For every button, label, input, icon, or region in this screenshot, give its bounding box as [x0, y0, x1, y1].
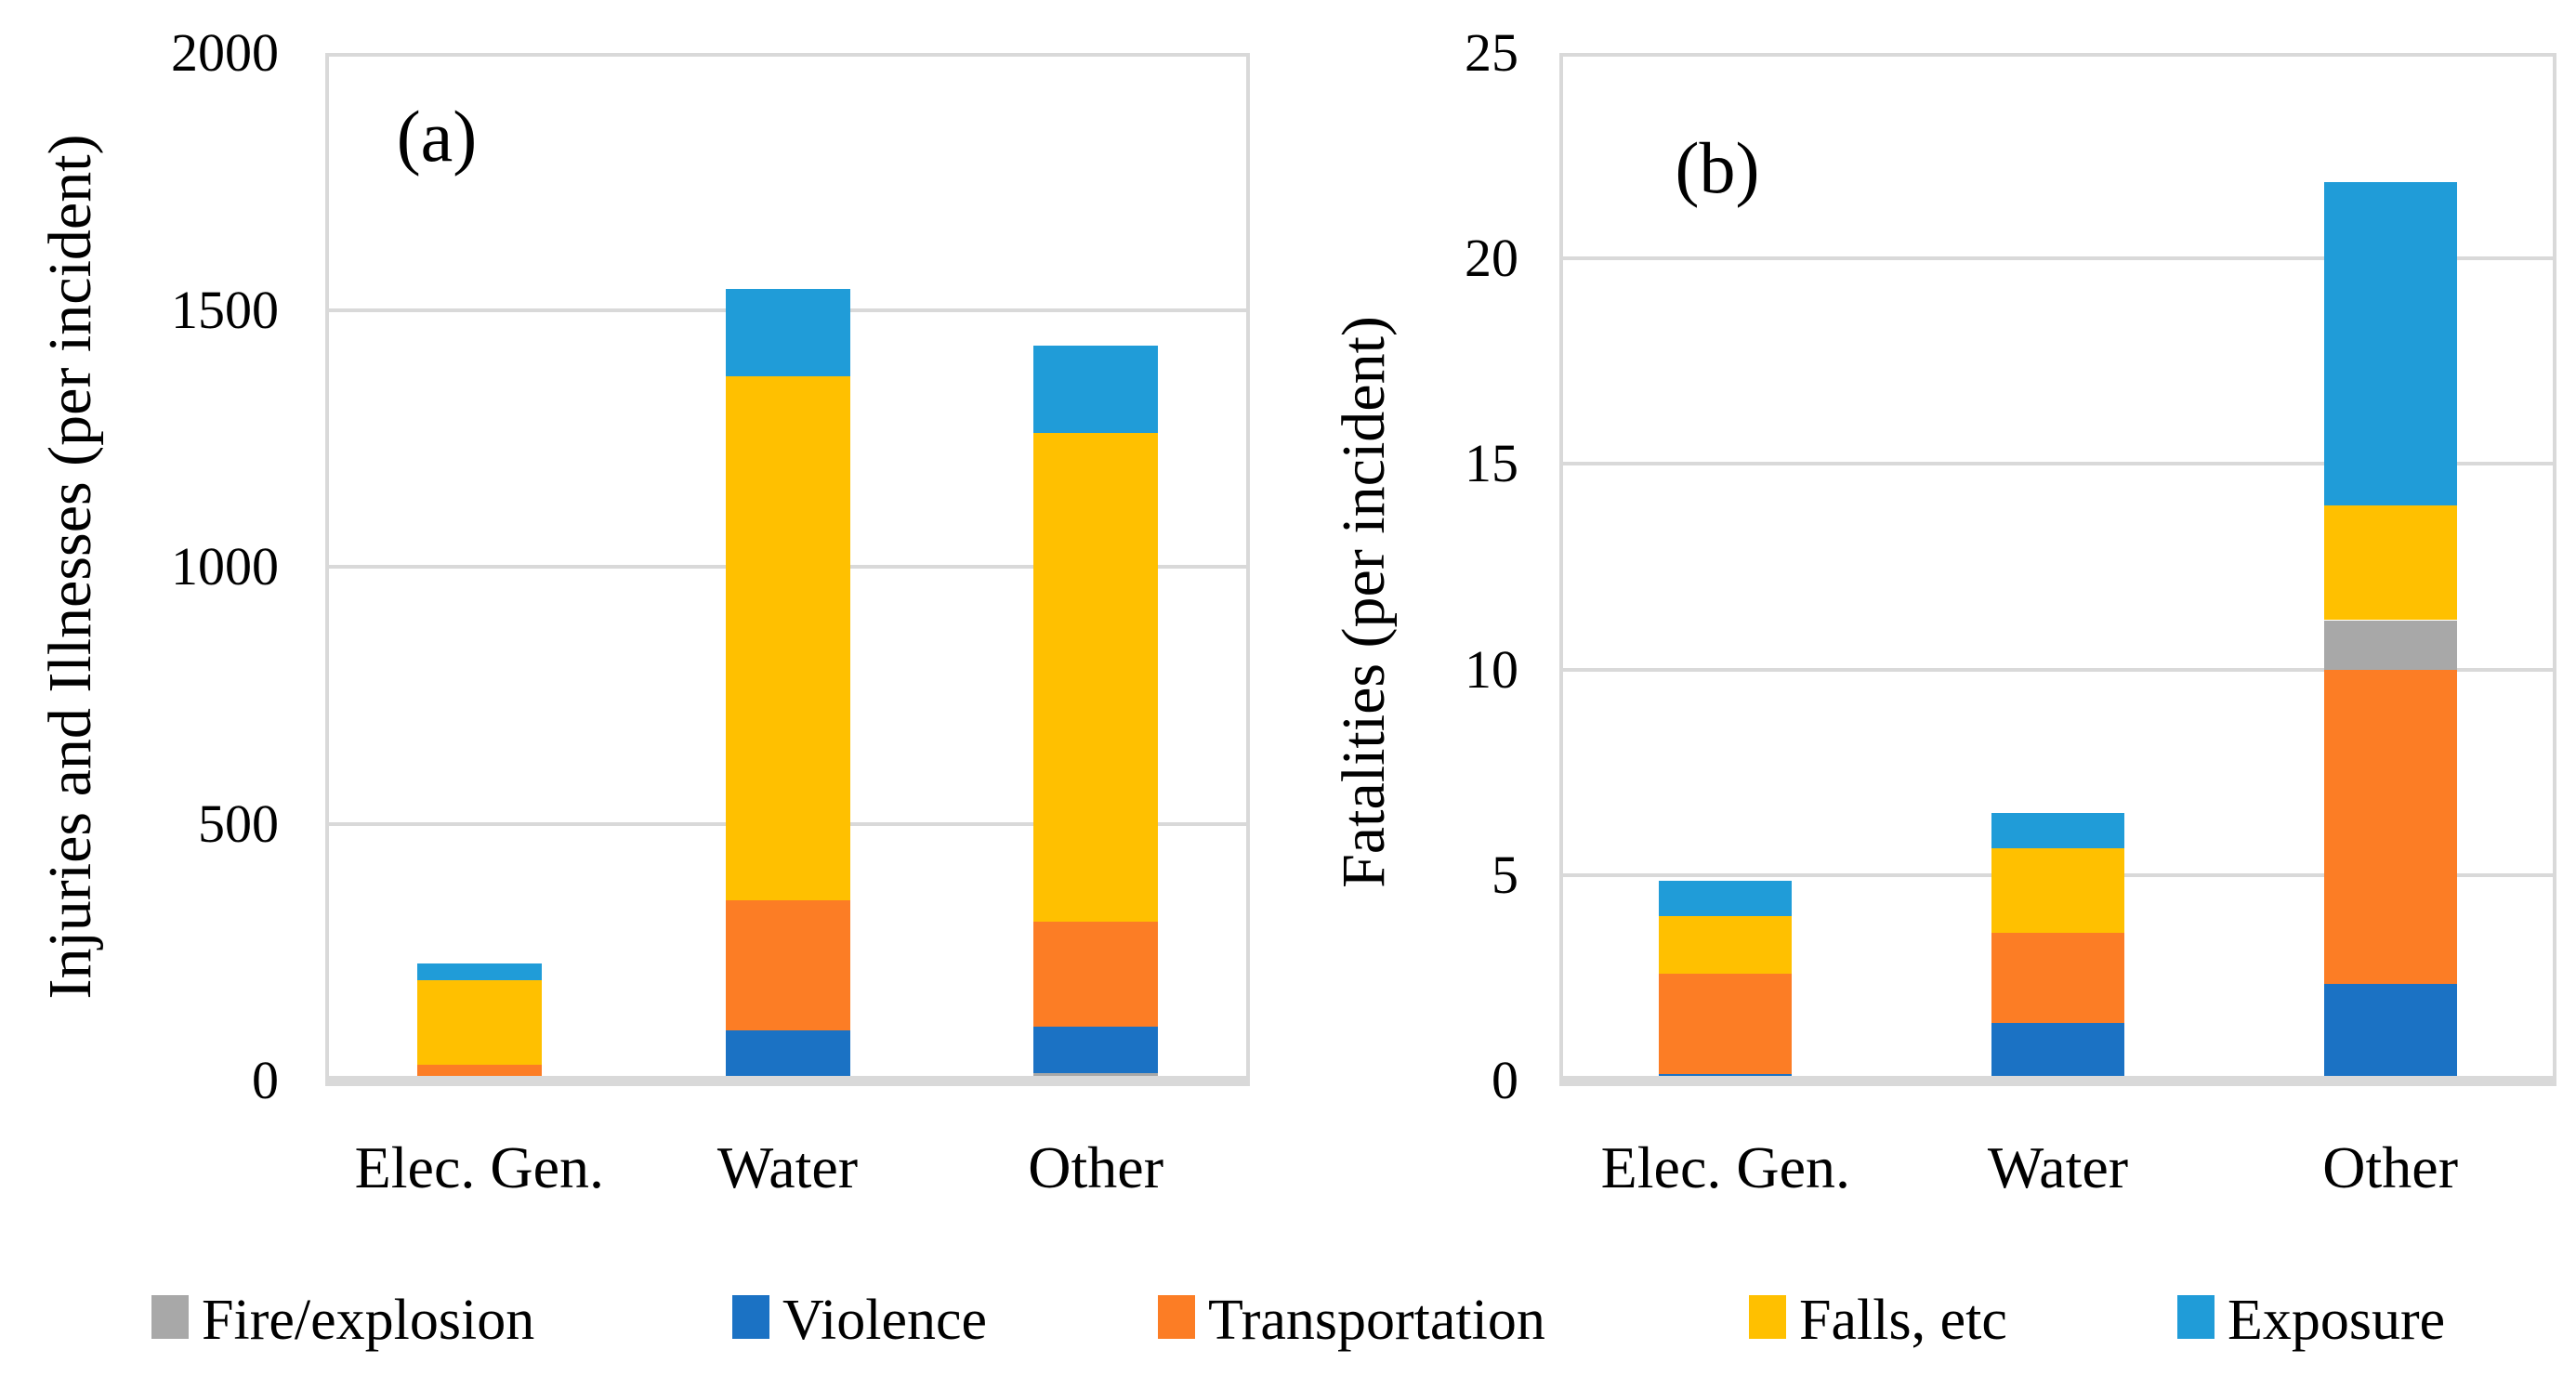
- y-tick-label-0: 0: [252, 1050, 279, 1110]
- x-category-label-water: Water: [1987, 1134, 2129, 1200]
- bar-segment-water-violence: [1991, 1023, 2124, 1081]
- x-category-label-elec-gen: Elec. Gen.: [1600, 1134, 1850, 1200]
- bar-segment-water-exposure: [726, 289, 850, 377]
- legend-label-falls-etc: Falls, etc: [1799, 1289, 2007, 1352]
- bar-segment-water-violence: [726, 1029, 850, 1081]
- gridline-y15: [1559, 462, 2556, 466]
- legend-swatch-exposure: [2177, 1295, 2215, 1339]
- bar-segment-water-falls-etc: [726, 376, 850, 901]
- y-tick-label-1000: 1000: [171, 536, 279, 596]
- legend-label-transportation: Transportation: [1208, 1289, 1545, 1352]
- gridline-y20: [1559, 256, 2556, 261]
- y-tick-label-15: 15: [1465, 433, 1518, 494]
- bar-segment-other-fire-explosion: [2324, 620, 2457, 670]
- legend-swatch-transportation: [1158, 1295, 1195, 1339]
- bar-segment-elec-gen-falls-etc: [1659, 916, 1792, 974]
- y-axis-title-b: Fatalities (per incident): [1330, 316, 1398, 888]
- bar-segment-water-falls-etc: [1991, 848, 2124, 933]
- panel-label-b: (b): [1675, 127, 1760, 208]
- bar-segment-other-transportation: [1033, 921, 1158, 1027]
- legend-label-violence: Violence: [782, 1289, 988, 1352]
- bar-segment-elec-gen-transportation: [1659, 973, 1792, 1075]
- legend-label-fire-explosion: Fire/explosion: [202, 1289, 535, 1352]
- y-tick-label-500: 500: [198, 793, 279, 854]
- panel-label-a: (a): [396, 96, 478, 177]
- x-category-label-other: Other: [1028, 1134, 1164, 1200]
- bar-segment-other-falls-etc: [1033, 433, 1158, 922]
- bar-segment-other-exposure: [1033, 346, 1158, 434]
- y-tick-label-5: 5: [1492, 844, 1518, 905]
- y-tick-label-1500: 1500: [171, 279, 279, 340]
- y-tick-label-20: 20: [1465, 228, 1518, 289]
- bar-segment-elec-gen-exposure: [417, 963, 542, 981]
- bar-segment-elec-gen-exposure: [1659, 881, 1792, 917]
- legend-swatch-fire-explosion: [151, 1295, 189, 1339]
- x-category-label-elec-gen: Elec. Gen.: [354, 1134, 604, 1200]
- bar-segment-other-falls-etc: [2324, 505, 2457, 621]
- legend-swatch-falls-etc: [1749, 1295, 1786, 1339]
- bar-segment-water-transportation: [1991, 932, 2124, 1024]
- bar-segment-other-violence: [1033, 1026, 1158, 1073]
- x-axis-line: [1559, 1076, 2556, 1086]
- x-category-label-water: Water: [716, 1134, 859, 1200]
- legend-label-exposure: Exposure: [2228, 1289, 2446, 1352]
- y-tick-label-2000: 2000: [171, 22, 279, 83]
- y-tick-label-25: 25: [1465, 22, 1518, 83]
- bar-segment-other-exposure: [2324, 182, 2457, 505]
- y-tick-label-10: 10: [1465, 638, 1518, 700]
- y-tick-label-0: 0: [1492, 1050, 1518, 1110]
- x-category-label-other: Other: [2322, 1134, 2459, 1200]
- bar-segment-water-exposure: [1991, 813, 2124, 849]
- legend-swatch-violence: [732, 1295, 769, 1339]
- bar-segment-other-transportation: [2324, 669, 2457, 985]
- x-axis-line: [325, 1076, 1250, 1086]
- bar-segment-other-violence: [2324, 984, 2457, 1081]
- bar-segment-water-transportation: [726, 900, 850, 1030]
- gridline-y10: [1559, 667, 2556, 672]
- bar-segment-elec-gen-falls-etc: [417, 980, 542, 1066]
